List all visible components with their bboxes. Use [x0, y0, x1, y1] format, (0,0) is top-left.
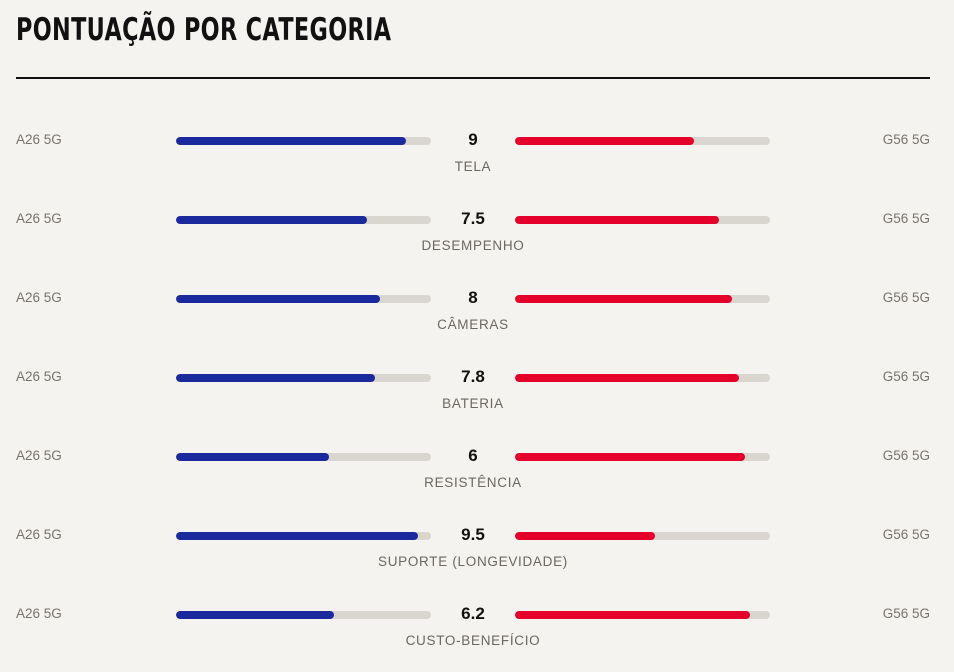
right-device-label: G56 5G [882, 290, 930, 305]
left-device-label: A26 5G [16, 132, 62, 147]
category-label: RESISTÊNCIA [424, 475, 522, 490]
left-device-label: A26 5G [16, 369, 62, 384]
right-bar-fill [515, 295, 732, 303]
right-bar-track [515, 137, 770, 145]
right-device-label: G56 5G [882, 448, 930, 463]
score-value: 6.2 [461, 604, 485, 623]
category-row: A26 5G 7.8 G56 5G BATERIA [0, 367, 954, 429]
page-title: PONTUAÇÃO POR CATEGORIA [16, 12, 392, 48]
left-bar-track [176, 137, 431, 145]
score-value: 9.5 [461, 525, 485, 544]
category-row: A26 5G 9.5 G56 5G SUPORTE (LONGEVIDADE) [0, 525, 954, 587]
right-device-label: G56 5G [882, 132, 930, 147]
category-label: CUSTO-BENEFÍCIO [405, 633, 541, 648]
left-bar-track [176, 295, 431, 303]
right-bar-fill [515, 611, 750, 619]
score-value: 6 [468, 446, 478, 465]
category-label: DESEMPENHO [421, 238, 525, 253]
score-value: 7.8 [461, 367, 485, 386]
score-value: 9 [468, 130, 478, 149]
left-bar-track [176, 216, 431, 224]
left-device-label: A26 5G [16, 290, 62, 305]
left-device-label: A26 5G [16, 606, 62, 621]
right-bar-track [515, 374, 770, 382]
right-device-label: G56 5G [882, 211, 930, 226]
right-bar-track [515, 532, 770, 540]
right-device-label: G56 5G [882, 527, 930, 542]
left-bar-track [176, 611, 431, 619]
category-label: SUPORTE (LONGEVIDADE) [378, 554, 568, 569]
left-bar-fill [176, 216, 367, 224]
right-device-label: G56 5G [882, 606, 930, 621]
score-value: 8 [468, 288, 478, 307]
left-device-label: A26 5G [16, 211, 62, 226]
left-bar-fill [176, 374, 375, 382]
right-bar-track [515, 453, 770, 461]
right-bar-track [515, 216, 770, 224]
left-bar-track [176, 453, 431, 461]
category-label: TELA [454, 159, 492, 174]
right-device-label: G56 5G [882, 369, 930, 384]
right-bar-fill [515, 453, 745, 461]
left-bar-track [176, 532, 431, 540]
title-divider [16, 77, 930, 79]
category-row: A26 5G 6 G56 5G RESISTÊNCIA [0, 446, 954, 508]
right-bar-fill [515, 374, 739, 382]
left-bar-fill [176, 532, 418, 540]
category-label: BATERIA [442, 396, 504, 411]
left-bar-fill [176, 137, 406, 145]
category-row: A26 5G 7.5 G56 5G DESEMPENHO [0, 209, 954, 271]
right-bar-track [515, 611, 770, 619]
category-label: CÂMERAS [437, 317, 509, 332]
left-device-label: A26 5G [16, 527, 62, 542]
right-bar-fill [515, 216, 719, 224]
left-bar-fill [176, 295, 380, 303]
category-row: A26 5G 8 G56 5G CÂMERAS [0, 288, 954, 350]
left-bar-fill [176, 453, 329, 461]
right-bar-track [515, 295, 770, 303]
left-bar-fill [176, 611, 334, 619]
right-bar-fill [515, 532, 655, 540]
right-bar-fill [515, 137, 694, 145]
score-value: 7.5 [461, 209, 485, 228]
left-device-label: A26 5G [16, 448, 62, 463]
left-bar-track [176, 374, 431, 382]
category-row: A26 5G 9 G56 5G TELA [0, 130, 954, 192]
category-row: A26 5G 6.2 G56 5G CUSTO-BENEFÍCIO [0, 604, 954, 666]
